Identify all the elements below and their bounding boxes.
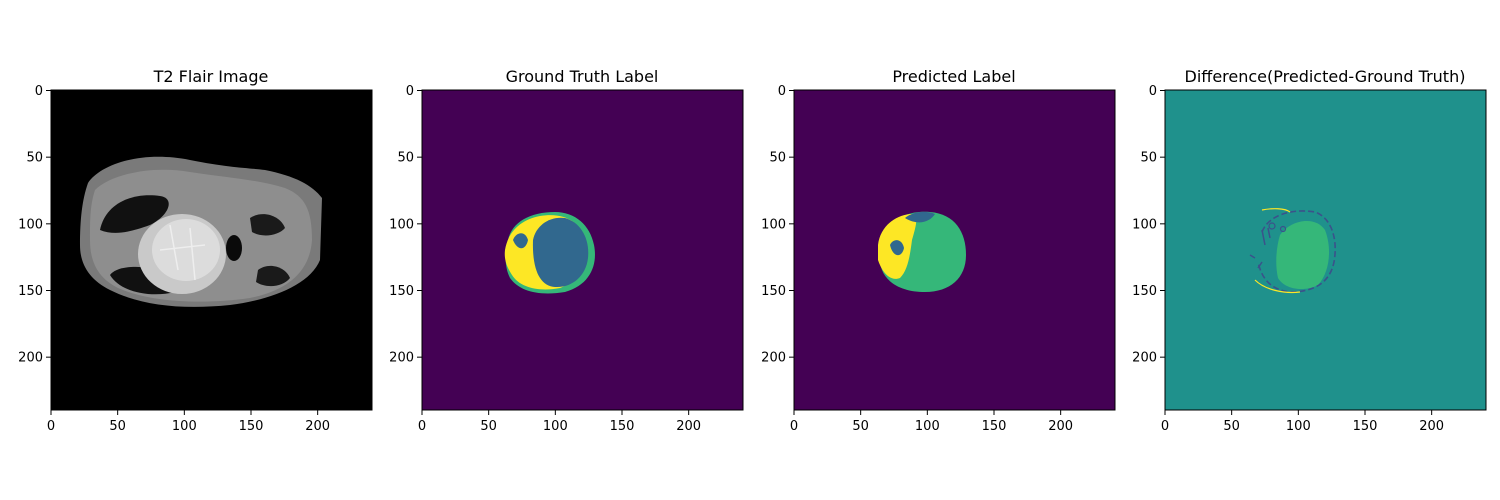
- y-tick-label: 100: [389, 217, 414, 232]
- x-tick-label: 200: [1419, 419, 1444, 434]
- y-tick-label: 0: [778, 84, 786, 99]
- x-tick-label: 150: [982, 419, 1007, 434]
- ground-truth-image: [422, 90, 743, 410]
- y-tick-label: 50: [769, 151, 786, 166]
- y-tick-label: 100: [761, 217, 786, 232]
- x-tick-label: 150: [610, 419, 635, 434]
- y-tick-label: 0: [1149, 84, 1157, 99]
- y-tick-label: 100: [18, 217, 43, 232]
- axes-frame: [50, 89, 373, 411]
- predicted-image: [794, 90, 1115, 410]
- y-tick-label: 50: [1140, 151, 1157, 166]
- y-tick-label: 150: [761, 284, 786, 299]
- y-tick-label: 0: [406, 84, 414, 99]
- y-tick-label: 200: [389, 351, 414, 366]
- x-tick-label: 150: [239, 419, 264, 434]
- x-tick-label: 200: [305, 419, 330, 434]
- y-tick-label: 0: [35, 84, 43, 99]
- y-tick-label: 200: [18, 351, 43, 366]
- x-tick-label: 200: [1048, 419, 1073, 434]
- x-tick-label: 50: [852, 419, 869, 434]
- y-tick-label: 200: [761, 351, 786, 366]
- x-tick-label: 0: [47, 419, 55, 434]
- x-tick-label: 100: [915, 419, 940, 434]
- x-tick-label: 100: [543, 419, 568, 434]
- y-tick-label: 50: [397, 151, 414, 166]
- panel-difference: Difference(Predicted-Ground Truth): [1164, 67, 1487, 411]
- x-tick-label: 0: [418, 419, 426, 434]
- y-tick-label: 150: [1132, 284, 1157, 299]
- axes-frame: [793, 89, 1116, 411]
- panel-ground-truth: Ground Truth Label: [421, 67, 744, 411]
- x-tick-label: 0: [790, 419, 798, 434]
- x-tick-label: 100: [172, 419, 197, 434]
- y-tick-label: 100: [1132, 217, 1157, 232]
- panel-predicted: Predicted Label: [793, 67, 1116, 411]
- flair-image: [51, 90, 372, 410]
- x-tick-label: 200: [676, 419, 701, 434]
- y-tick-label: 200: [1132, 351, 1157, 366]
- x-tick-label: 50: [480, 419, 497, 434]
- panel-title: Predicted Label: [892, 67, 1015, 86]
- y-tick-label: 150: [18, 284, 43, 299]
- x-tick-label: 50: [109, 419, 126, 434]
- axis-ticks: 0 50 100 150 200 0 50 100 150 200 0 50 100 150 200 0 50 1…: [18, 84, 1444, 434]
- panel-title: T2 Flair Image: [153, 67, 269, 86]
- axes-frame: [1164, 89, 1487, 411]
- x-tick-label: 100: [1286, 419, 1311, 434]
- y-tick-label: 50: [26, 151, 43, 166]
- difference-image: [1165, 90, 1486, 410]
- y-tick-label: 150: [389, 284, 414, 299]
- x-tick-label: 50: [1223, 419, 1240, 434]
- panel-flair: T2 Flair Image: [50, 67, 373, 411]
- axes-frame: [421, 89, 744, 411]
- panel-title: Ground Truth Label: [506, 67, 659, 86]
- x-tick-label: 150: [1353, 419, 1378, 434]
- panel-title: Difference(Predicted-Ground Truth): [1185, 67, 1466, 86]
- x-tick-label: 0: [1161, 419, 1169, 434]
